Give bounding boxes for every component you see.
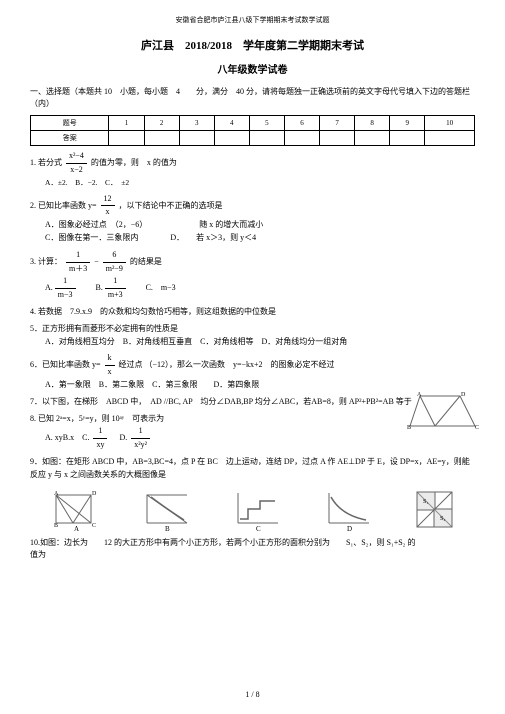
question-6: 6．已知比率函数 y= kx 经过点 （−12），那么一次函数 y=−kx+2 … [30, 352, 475, 391]
svg-text:B: B [407, 425, 411, 431]
svg-text:B: B [54, 523, 58, 529]
svg-text:D: D [347, 525, 352, 532]
question-3: 3. 计算： 1m＋3 − 6m²−9 的结果是 A.1m−3 B.1m+3 C… [30, 249, 475, 302]
svg-text:A: A [54, 491, 59, 497]
svg-text:S₁: S₁ [423, 499, 428, 505]
section-instr: 一、选择题（本题共 10 小题，每小题 4 分，满分 40 分，请将每题独一正确… [30, 86, 475, 110]
th-cell: 题号 [31, 116, 109, 131]
question-7: 7．以下图，在梯形 ABCD 中， AD //BC, AP 均分∠DAB,BP … [30, 396, 475, 409]
svg-text:B: B [165, 525, 170, 532]
svg-text:A: A [74, 525, 79, 532]
question-2: 2. 已知比率函数 y= 12x ，以下结论中不正确的选项是 A．图象必经过点 … [30, 193, 475, 245]
svg-text:C: C [475, 425, 479, 431]
svg-text:C: C [92, 523, 96, 529]
svg-text:D: D [92, 491, 97, 497]
question-9: 9．如图：在矩形 ABCD 中，AB=3,BC=4，点 P 在 BC 边上运动，… [30, 456, 475, 482]
svg-text:A: A [417, 392, 422, 398]
doc-header: 安徽省合肥市庐江县八级下学期期末考试数学试题 [30, 15, 475, 25]
svg-text:C: C [256, 525, 261, 532]
page-footer: 1 / 8 [0, 690, 505, 699]
svg-text:S₂: S₂ [440, 516, 445, 522]
question-1: 1. 若分式 x²−4x−2 的值为零，则 x 的值为 A．±2. B．−2. … [30, 150, 475, 189]
sub-title: 八年级数学试卷 [30, 61, 475, 76]
ans-label: 答案 [31, 131, 109, 146]
main-title: 庐江县 2018/2018 学年度第二学期期末考试 [30, 37, 475, 53]
svg-text:D: D [461, 392, 466, 398]
question-5: 5．正方形拥有而菱形不必定拥有的性质是 A．对角线相互均分 B．对角线相互垂直 … [30, 323, 475, 349]
option-diagrams: A D B C A B C D S₁ S₂ [30, 487, 475, 532]
trapezoid-diagram: A D B C [405, 391, 485, 431]
question-10: 10.如图：边长为 12 的大正方形中有两个小正方形，若两个小正方形的面积分别为… [30, 537, 475, 563]
question-4: 4. 若数据 7.9.x.9 的众数和均匀数恰巧相等，则这组数据的中位数是 [30, 306, 475, 319]
answer-table: 题号12345678910 答案 [30, 115, 475, 146]
